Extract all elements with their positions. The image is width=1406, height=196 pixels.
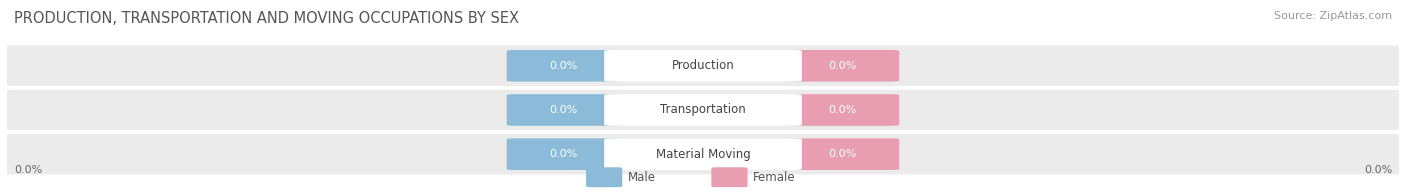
Text: Production: Production (672, 59, 734, 72)
Text: Female: Female (754, 171, 796, 184)
FancyBboxPatch shape (7, 45, 1399, 86)
Text: 0.0%: 0.0% (550, 149, 578, 159)
FancyBboxPatch shape (506, 138, 621, 170)
FancyBboxPatch shape (7, 90, 1399, 130)
FancyBboxPatch shape (7, 134, 1399, 174)
FancyBboxPatch shape (586, 167, 623, 187)
Text: 0.0%: 0.0% (550, 105, 578, 115)
Text: 0.0%: 0.0% (828, 61, 856, 71)
FancyBboxPatch shape (605, 50, 801, 82)
FancyBboxPatch shape (785, 50, 900, 82)
Text: Transportation: Transportation (661, 103, 745, 116)
Text: Material Moving: Material Moving (655, 148, 751, 161)
Text: 0.0%: 0.0% (828, 105, 856, 115)
Text: Source: ZipAtlas.com: Source: ZipAtlas.com (1274, 11, 1392, 21)
Text: Male: Male (628, 171, 655, 184)
FancyBboxPatch shape (605, 94, 801, 126)
FancyBboxPatch shape (711, 167, 748, 187)
Text: 0.0%: 0.0% (550, 61, 578, 71)
FancyBboxPatch shape (605, 138, 801, 170)
Text: 0.0%: 0.0% (1364, 165, 1392, 175)
Text: PRODUCTION, TRANSPORTATION AND MOVING OCCUPATIONS BY SEX: PRODUCTION, TRANSPORTATION AND MOVING OC… (14, 11, 519, 26)
Text: 0.0%: 0.0% (14, 165, 42, 175)
FancyBboxPatch shape (785, 94, 900, 126)
FancyBboxPatch shape (506, 94, 621, 126)
FancyBboxPatch shape (506, 50, 621, 82)
Text: 0.0%: 0.0% (828, 149, 856, 159)
FancyBboxPatch shape (785, 138, 900, 170)
